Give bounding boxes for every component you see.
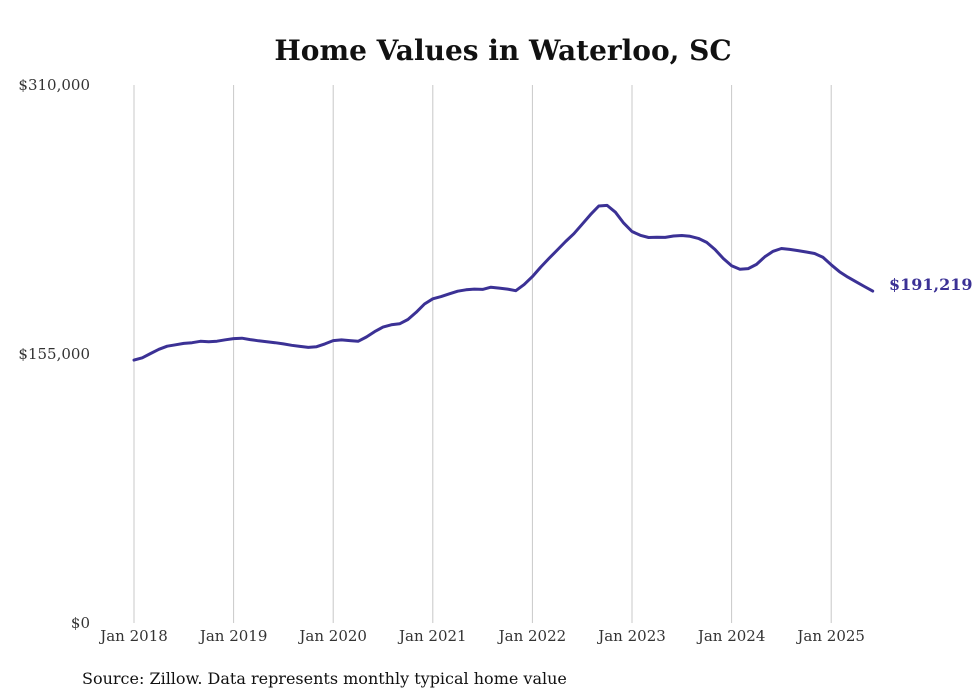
last-value-label: $191,219 [889, 275, 973, 294]
x-tick-label: Jan 2019 [198, 627, 268, 645]
x-tick-label: Jan 2020 [297, 627, 367, 645]
y-tick-label: $310,000 [18, 76, 90, 94]
y-axis-tick-labels: $0 $155,000 $310,000 [18, 76, 90, 632]
x-tick-label: Jan 2022 [497, 627, 567, 645]
y-tick-label: $0 [71, 614, 90, 632]
gridlines [133, 85, 832, 623]
series-lines [132, 203, 875, 362]
source-note: Source: Zillow. Data represents monthly … [82, 669, 567, 688]
home-value-line [132, 203, 875, 362]
x-tick-label: Jan 2018 [98, 627, 168, 645]
y-tick-label: $155,000 [18, 345, 90, 363]
x-tick-label: Jan 2021 [397, 627, 467, 645]
chart-title: Home Values in Waterloo, SC [274, 34, 731, 67]
x-tick-label: Jan 2023 [596, 627, 666, 645]
x-axis-tick-labels: Jan 2018 Jan 2019 Jan 2020 Jan 2021 Jan 2022… [98, 627, 865, 645]
x-tick-label: Jan 2025 [795, 627, 865, 645]
x-tick-label: Jan 2024 [696, 627, 766, 645]
